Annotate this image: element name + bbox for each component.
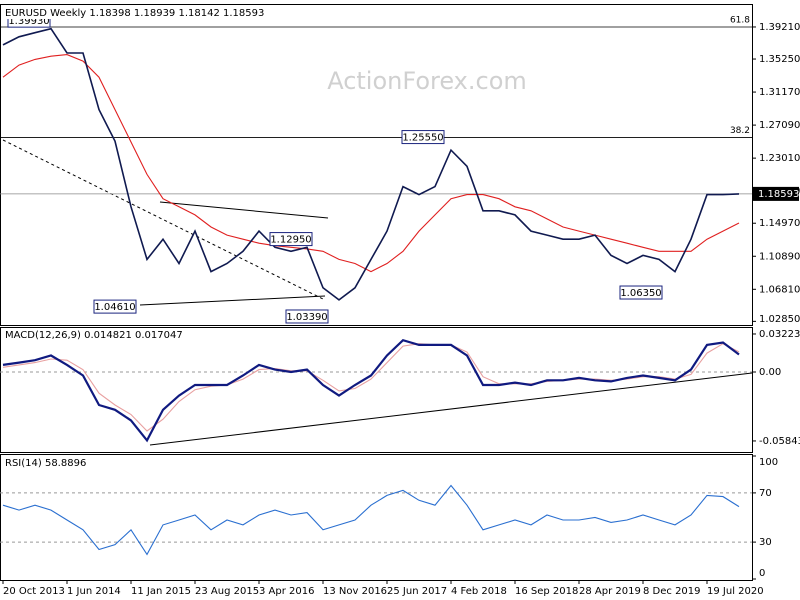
y-tick-label: 1.02850 (759, 314, 800, 325)
annotation-box (285, 309, 329, 324)
x-tick-label: 28 Apr 2019 (579, 586, 641, 597)
y-tick-label: 1.14970 (759, 218, 800, 229)
y-tick-label: 1.10890 (759, 251, 800, 262)
panel-title-bg (4, 458, 88, 469)
x-tick-label: 4 Feb 2018 (451, 586, 507, 597)
annotation-label: 1.39930 (8, 16, 49, 27)
x-tick-label: 1 Jun 2014 (67, 586, 121, 597)
x-tick-label: 19 Jul 2020 (707, 586, 764, 597)
y-tick-label: 1.39210 (759, 22, 800, 33)
panel-title: RSI(14) 58.8896 (5, 458, 86, 469)
series-line (2, 27, 740, 301)
annotation-label: 1.06350 (620, 288, 661, 299)
annotation-label: 1.25550 (402, 133, 443, 144)
panel-title: MACD(12,26,9) 0.014821 0.017047 (5, 330, 183, 341)
annotation-label: 1.12950 (270, 235, 311, 246)
macd-panel (0, 327, 753, 453)
y-tick-label: 0.00 (759, 367, 781, 378)
x-tick-label: 13 Nov 2016 (323, 586, 387, 597)
panel-title: EURUSD Weekly 1.18398 1.18939 1.18142 1.… (5, 8, 264, 19)
y-tick-label: 1.35250 (759, 54, 800, 65)
level-label: 61.8 (730, 15, 750, 25)
series-line (2, 54, 740, 273)
annotation-label: 1.04610 (94, 302, 135, 313)
y-tick-label: 1.31170 (759, 87, 800, 98)
trendline (139, 295, 326, 306)
annotation-box (269, 232, 313, 247)
series-line (2, 484, 740, 556)
y-tick-label: 70 (759, 488, 772, 499)
y-tick-label: 1.27090 (759, 120, 800, 131)
x-tick-label: 23 Aug 2015 (195, 586, 259, 597)
x-tick-label: 8 Dec 2019 (643, 586, 701, 597)
y-tick-label: -0.058434 (759, 436, 800, 447)
y-tick-label: 1.23010 (759, 153, 800, 164)
series-line (2, 338, 740, 443)
annotation-label: 1.03390 (286, 312, 327, 323)
price-panel (0, 4, 753, 326)
y-tick-label: 30 (759, 537, 772, 548)
y-tick-label: 0.032235 (759, 329, 800, 340)
x-tick-label: 11 Jan 2015 (131, 586, 191, 597)
last-price-label: 1.18593 (758, 189, 799, 200)
annotation-box (619, 285, 663, 300)
panel-title-bg (4, 8, 266, 19)
x-tick-label: 16 Sep 2018 (515, 586, 578, 597)
y-tick-label: 1.06810 (759, 284, 800, 295)
x-tick-label: 20 Oct 2013 (3, 586, 65, 597)
panel-title-bg (4, 330, 184, 341)
level-label: 38.2 (730, 126, 750, 136)
trendline (159, 201, 329, 219)
rsi-panel (0, 454, 753, 581)
watermark: ActionForex.com (327, 67, 527, 95)
x-tick-label: 25 Jun 2017 (387, 586, 447, 597)
x-tick-label: 3 Apr 2016 (259, 586, 314, 597)
trendline (149, 372, 753, 446)
y-tick-label: 0 (759, 568, 765, 579)
annotation-box (401, 130, 445, 145)
last-price-box (753, 186, 799, 201)
annotation-box (93, 299, 137, 314)
y-tick-label: 100 (759, 457, 778, 468)
